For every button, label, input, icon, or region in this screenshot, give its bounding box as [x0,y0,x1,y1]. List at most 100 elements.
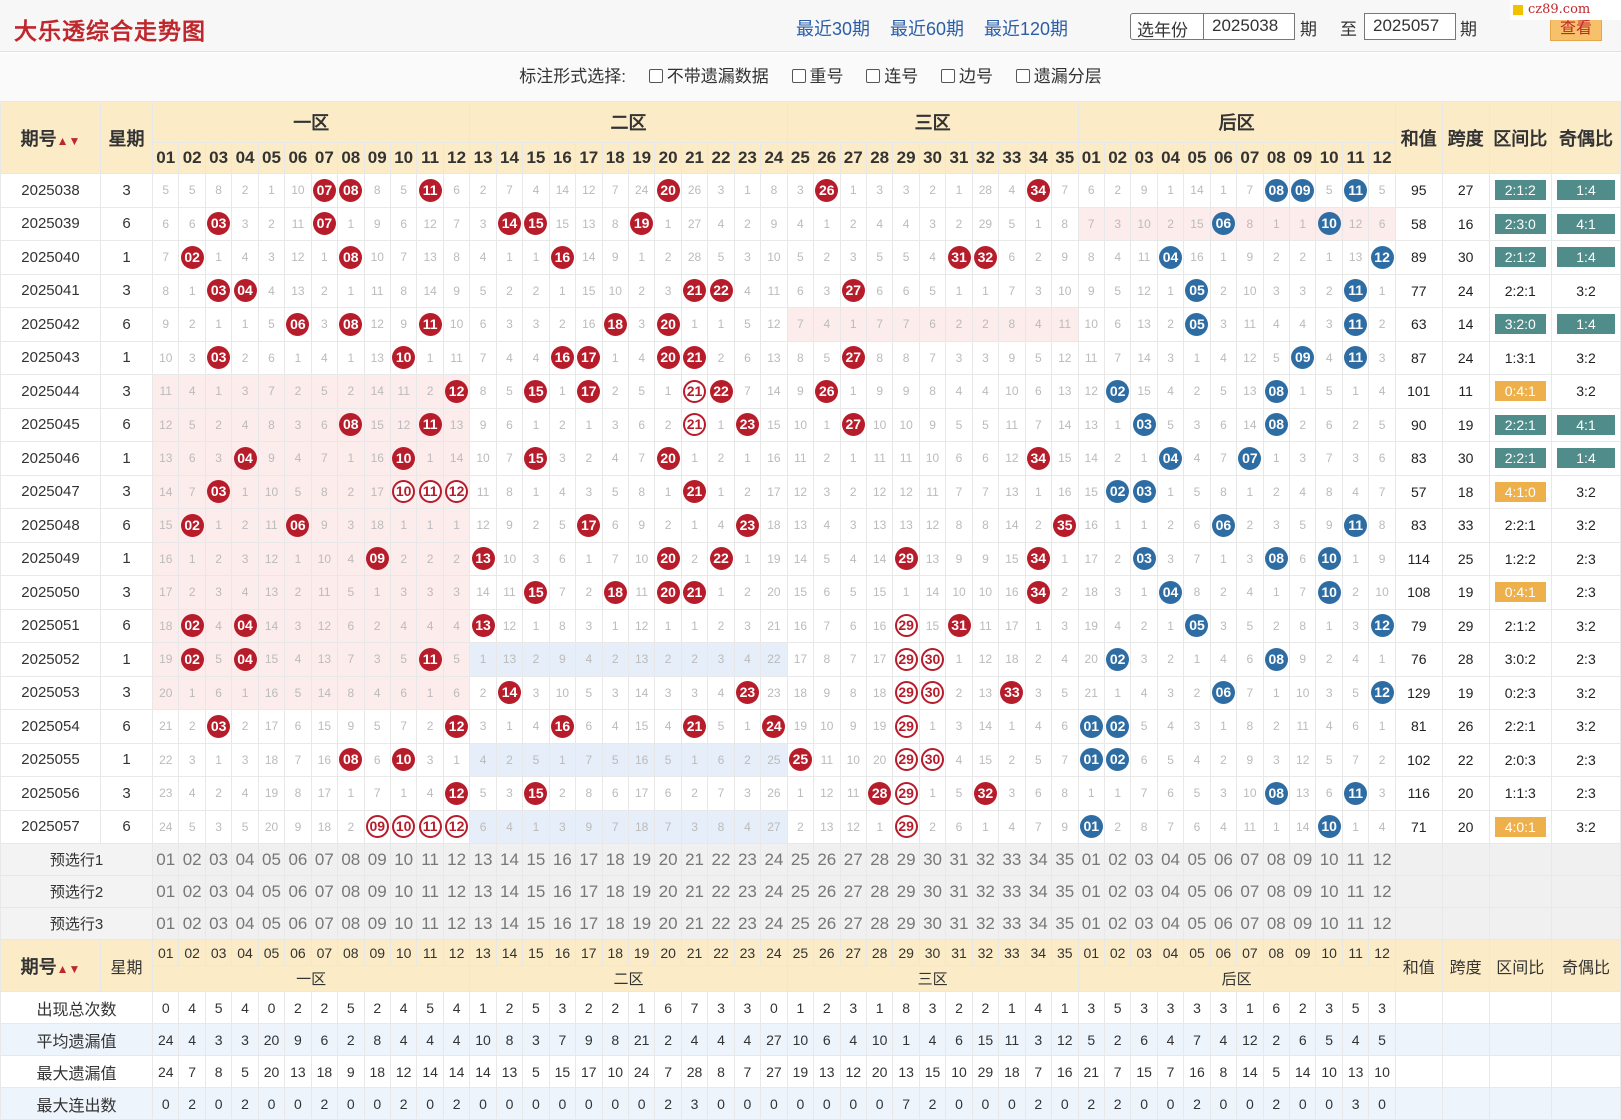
preselect-front-number[interactable]: 29 [892,875,920,908]
preselect-front-number[interactable]: 25 [786,907,815,940]
preselect-front-number[interactable]: 02 [178,875,206,908]
preselect-front-number[interactable]: 01 [152,843,180,876]
preselect-front-number[interactable]: 29 [892,843,920,876]
preselect-front-number[interactable]: 11 [416,843,444,876]
preselect-front-number[interactable]: 13 [469,875,497,908]
preselect-front-number[interactable]: 34 [1024,875,1053,908]
preselect-front-number[interactable]: 14 [495,843,524,876]
preselect-front-number[interactable]: 16 [548,875,577,908]
query-button[interactable]: 查看 [1550,16,1602,41]
preselect-front-number[interactable]: 28 [865,907,894,940]
preselect-back-number[interactable]: 06 [1209,843,1238,876]
preselect-front-number[interactable]: 35 [1051,875,1079,908]
checkbox-icon[interactable] [791,69,806,83]
preselect-back-number[interactable]: 05 [1183,843,1211,876]
checkbox-icon[interactable] [1015,69,1030,83]
preselect-front-number[interactable]: 01 [152,875,180,908]
preselect-back-number[interactable]: 10 [1315,907,1343,940]
preselect-front-number[interactable]: 21 [680,907,709,940]
preselect-front-number[interactable]: 19 [627,875,656,908]
preselect-front-number[interactable]: 13 [469,907,497,940]
preselect-front-number[interactable]: 27 [839,875,867,908]
preselect-back-number[interactable]: 02 [1103,875,1132,908]
preselect-front-number[interactable]: 21 [680,875,709,908]
option-edge[interactable]: 边号 [940,67,993,86]
preselect-front-number[interactable]: 25 [786,875,815,908]
preselect-back-number[interactable]: 11 [1341,843,1370,876]
preselect-front-number[interactable]: 12 [442,875,471,908]
preselect-back-number[interactable]: 04 [1156,875,1185,908]
preselect-front-number[interactable]: 16 [548,907,577,940]
preselect-back-number[interactable]: 03 [1130,907,1158,940]
preselect-front-number[interactable]: 15 [522,907,550,940]
preselect-front-number[interactable]: 30 [918,907,947,940]
preselect-front-number[interactable]: 26 [813,843,841,876]
preselect-front-number[interactable]: 30 [918,875,947,908]
preselect-front-number[interactable]: 32 [971,843,1000,876]
preselect-back-number[interactable]: 11 [1341,875,1370,908]
preselect-front-number[interactable]: 14 [495,907,524,940]
preselect-back-number[interactable]: 11 [1341,907,1370,940]
recent-60-link[interactable]: 最近60期 [890,19,965,39]
preselect-front-number[interactable]: 27 [839,843,867,876]
option-repeat[interactable]: 重号 [791,67,844,86]
issue-header[interactable]: 期号▲▼ [0,101,101,174]
preselect-front-number[interactable]: 07 [310,907,339,940]
preselect-back-number[interactable]: 02 [1103,843,1132,876]
preselect-front-number[interactable]: 26 [813,875,841,908]
preselect-front-number[interactable]: 31 [945,875,973,908]
preselect-front-number[interactable]: 06 [284,907,312,940]
checkbox-icon[interactable] [866,69,881,83]
preselect-back-number[interactable]: 05 [1183,907,1211,940]
preselect-back-number[interactable]: 01 [1077,843,1105,876]
checkbox-icon[interactable] [940,69,955,83]
preselect-front-number[interactable]: 28 [865,875,894,908]
preselect-front-number[interactable]: 19 [627,843,656,876]
preselect-front-number[interactable]: 16 [548,843,577,876]
preselect-front-number[interactable]: 19 [627,907,656,940]
preselect-front-number[interactable]: 29 [892,907,920,940]
preselect-front-number[interactable]: 25 [786,843,815,876]
preselect-front-number[interactable]: 01 [152,907,180,940]
preselect-back-number[interactable]: 08 [1262,907,1291,940]
preselect-front-number[interactable]: 20 [654,907,682,940]
preselect-back-number[interactable]: 01 [1077,875,1105,908]
preselect-front-number[interactable]: 33 [998,875,1026,908]
sort-arrows-icon[interactable]: ▲▼ [56,961,81,976]
preselect-front-number[interactable]: 23 [733,875,762,908]
preselect-front-number[interactable]: 34 [1024,843,1053,876]
preselect-front-number[interactable]: 31 [945,843,973,876]
preselect-back-number[interactable]: 01 [1077,907,1105,940]
preselect-front-number[interactable]: 17 [575,875,603,908]
preselect-front-number[interactable]: 10 [389,907,418,940]
preselect-front-number[interactable]: 31 [945,907,973,940]
preselect-front-number[interactable]: 17 [575,843,603,876]
preselect-back-number[interactable]: 05 [1183,875,1211,908]
preselect-front-number[interactable]: 21 [680,843,709,876]
preselect-front-number[interactable]: 03 [204,843,233,876]
preselect-front-number[interactable]: 04 [231,907,259,940]
option-consecutive[interactable]: 连号 [866,67,918,86]
preselect-front-number[interactable]: 05 [257,843,286,876]
preselect-front-number[interactable]: 13 [469,843,497,876]
preselect-front-number[interactable]: 11 [416,875,444,908]
preselect-front-number[interactable]: 18 [601,907,629,940]
preselect-front-number[interactable]: 23 [733,907,762,940]
preselect-front-number[interactable]: 09 [363,875,391,908]
preselect-back-number[interactable]: 02 [1103,907,1132,940]
preselect-back-number[interactable]: 12 [1368,907,1396,940]
option-no-omission[interactable]: 不带遗漏数据 [648,67,769,86]
preselect-front-number[interactable]: 24 [760,843,788,876]
preselect-front-number[interactable]: 03 [204,875,233,908]
preselect-back-number[interactable]: 06 [1209,907,1238,940]
preselect-front-number[interactable]: 09 [363,843,391,876]
sort-arrows-icon[interactable]: ▲▼ [56,133,81,148]
preselect-back-number[interactable]: 09 [1289,875,1317,908]
preselect-front-number[interactable]: 06 [284,875,312,908]
preselect-front-number[interactable]: 17 [575,907,603,940]
preselect-front-number[interactable]: 10 [389,843,418,876]
preselect-front-number[interactable]: 26 [813,907,841,940]
preselect-back-number[interactable]: 12 [1368,843,1396,876]
preselect-back-number[interactable]: 07 [1236,843,1264,876]
preselect-front-number[interactable]: 02 [178,907,206,940]
